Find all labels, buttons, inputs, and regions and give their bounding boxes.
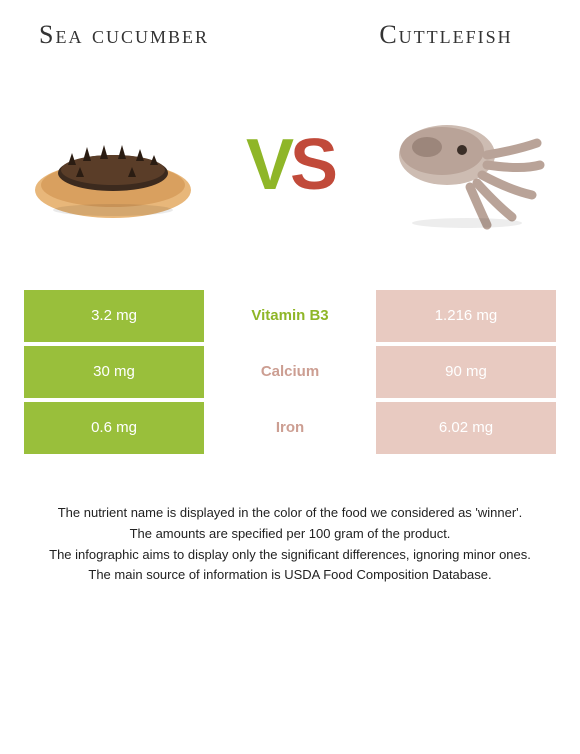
cell-left-value: 0.6 mg [24,402,204,454]
table-row: 0.6 mg Iron 6.02 mg [24,402,556,454]
cell-right-value: 1.216 mg [376,290,556,342]
footnote-line: The nutrient name is displayed in the co… [34,504,546,523]
cell-left-value: 30 mg [24,346,204,398]
cell-nutrient: Vitamin B3 [204,290,376,342]
table-row: 3.2 mg Vitamin B3 1.216 mg [24,290,556,342]
cell-right-value: 90 mg [376,346,556,398]
title-right: Cuttlefish [336,20,556,50]
cell-right-value: 6.02 mg [376,402,556,454]
cuttlefish-image [382,95,552,235]
cell-nutrient: Calcium [204,346,376,398]
vs-label: VS [246,124,334,206]
cell-left-value: 3.2 mg [24,290,204,342]
cell-nutrient: Iron [204,402,376,454]
sea-cucumber-image [28,95,198,235]
footnotes: The nutrient name is displayed in the co… [24,504,556,585]
titles-row: Sea cucumber Cuttlefish [24,20,556,50]
images-row: VS [24,80,556,250]
footnote-line: The amounts are specified per 100 gram o… [34,525,546,544]
table-row: 30 mg Calcium 90 mg [24,346,556,398]
nutrient-table: 3.2 mg Vitamin B3 1.216 mg 30 mg Calcium… [24,290,556,454]
title-left: Sea cucumber [24,20,224,50]
vs-v: V [246,125,290,205]
footnote-line: The main source of information is USDA F… [34,566,546,585]
footnote-line: The infographic aims to display only the… [34,546,546,565]
vs-s: S [290,125,334,205]
